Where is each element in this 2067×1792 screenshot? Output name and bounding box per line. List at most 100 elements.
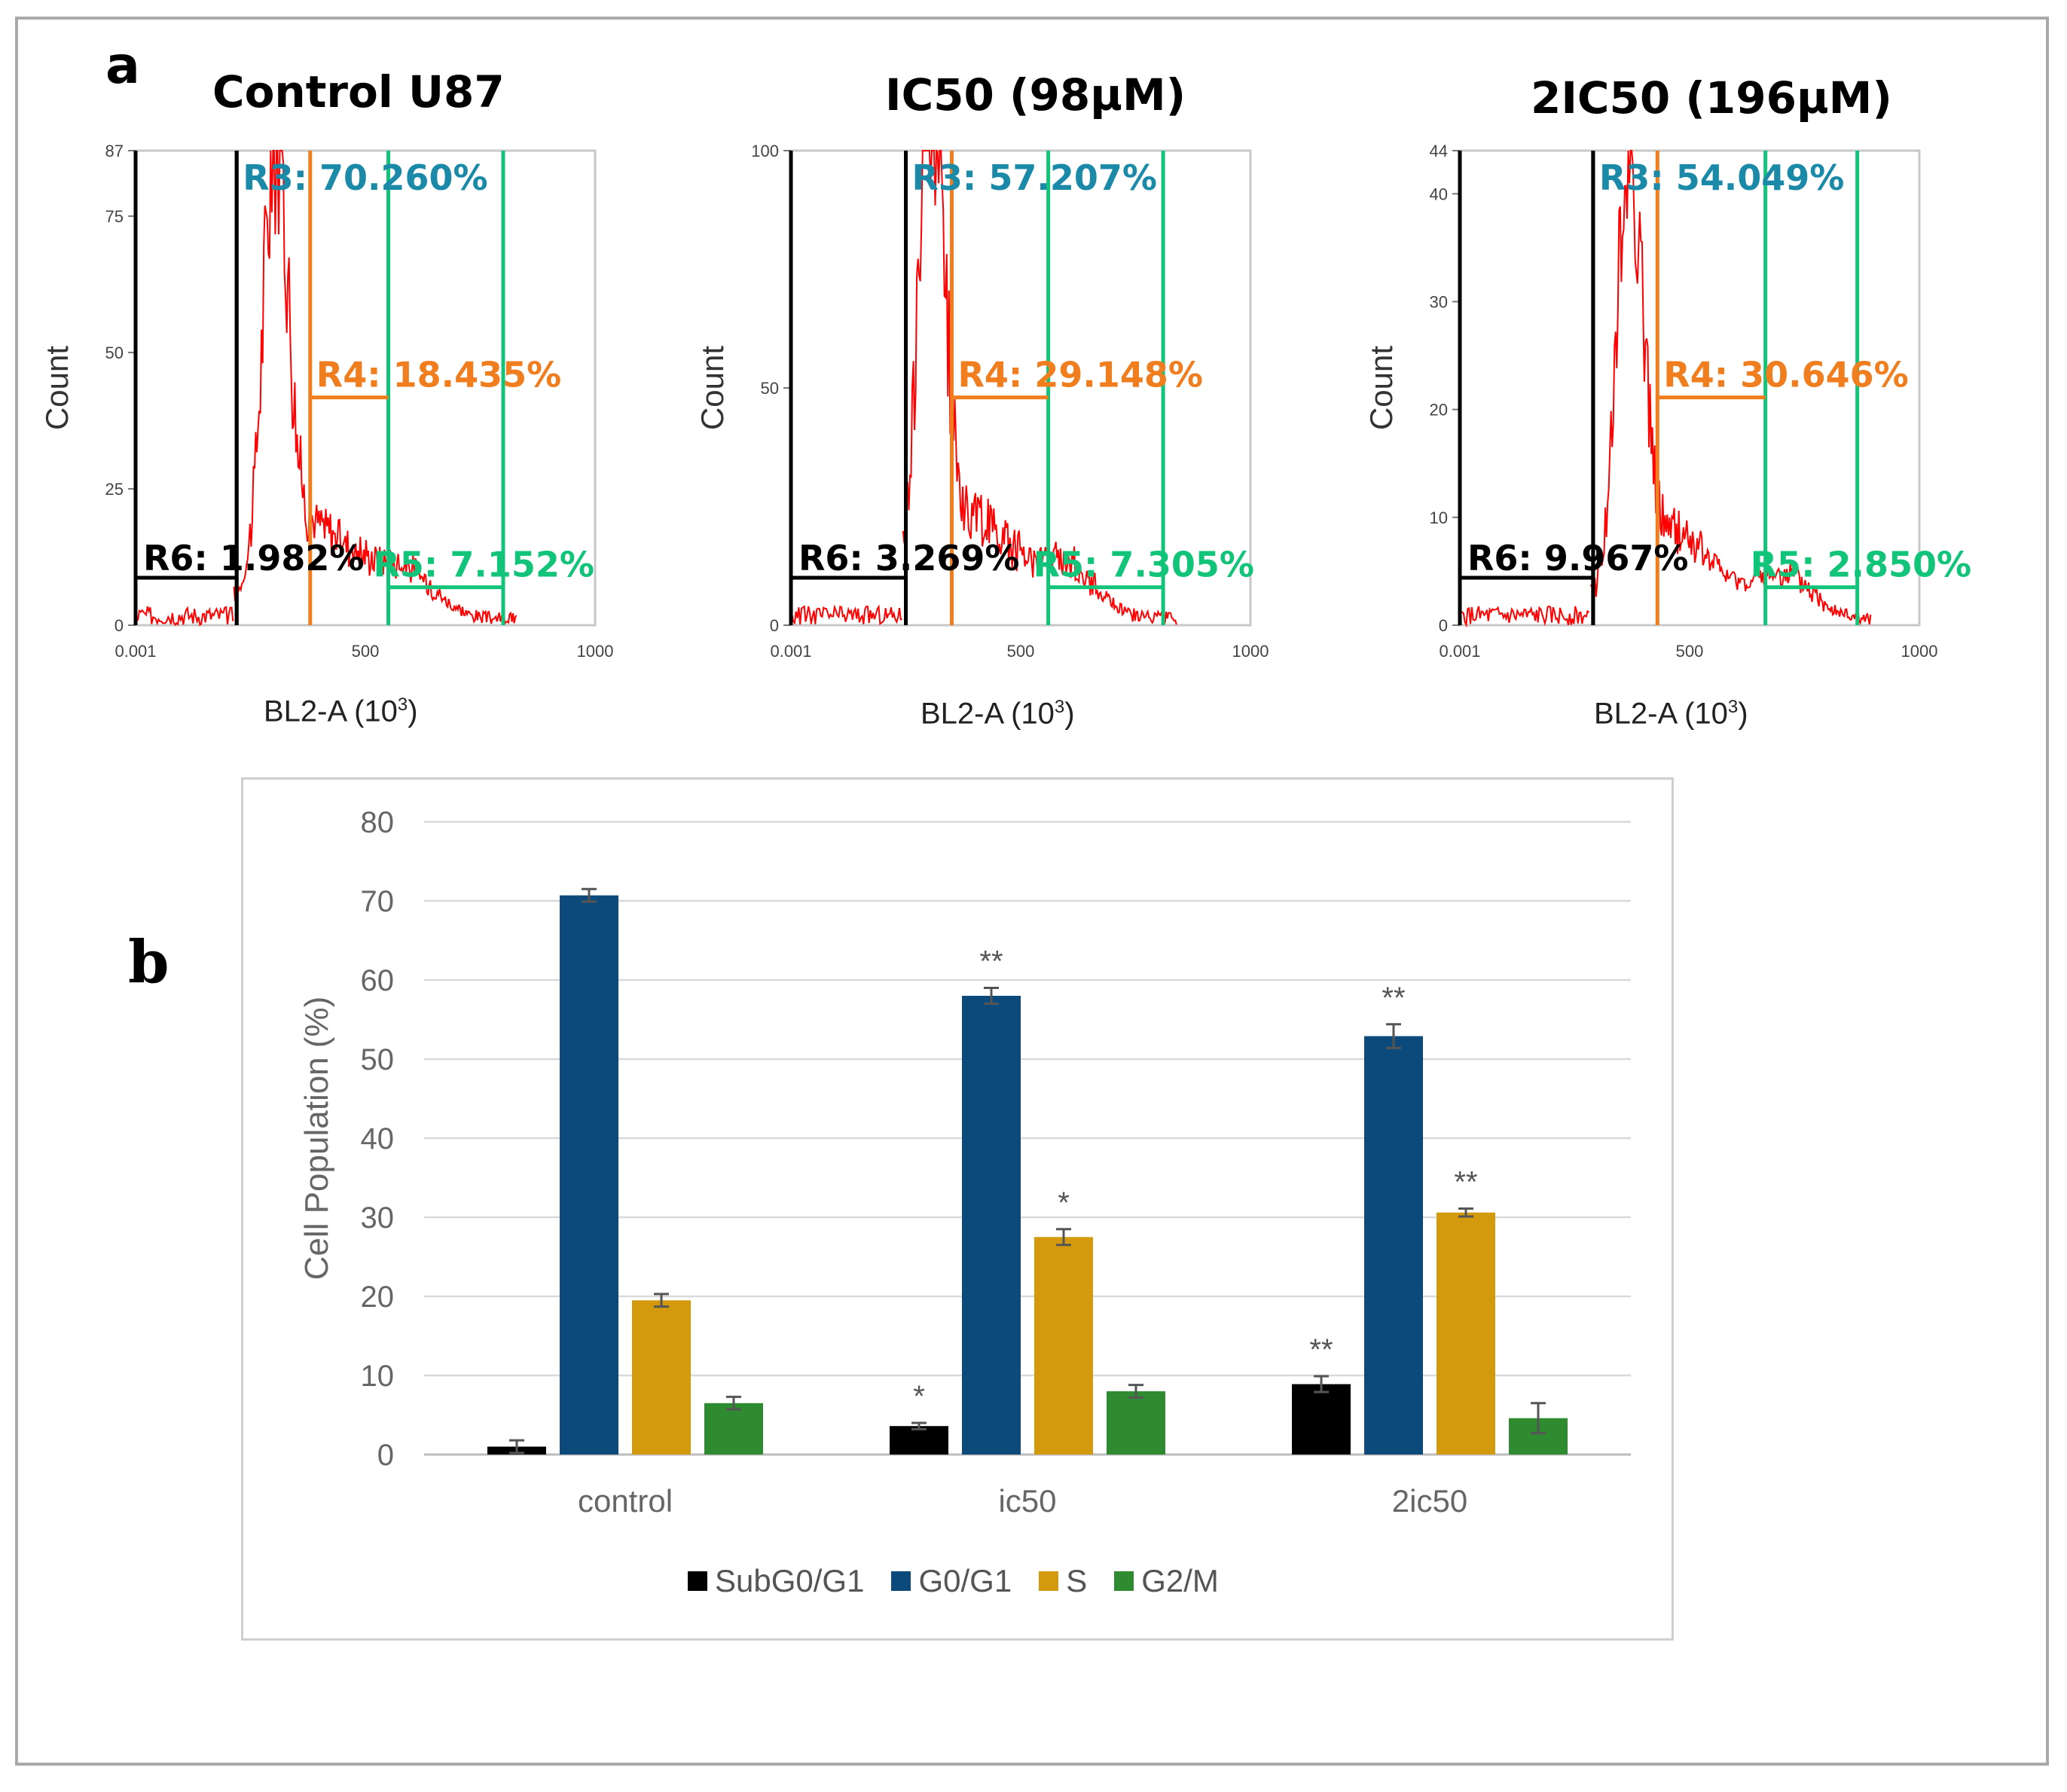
legend-label: G0/G1 (918, 1563, 1012, 1598)
histogram-1-ylabel: Count (39, 346, 75, 430)
histogram-3-gate-r5-label: R5: 2.850% (1751, 545, 1971, 585)
histogram-2-xtick-label: 500 (1007, 642, 1035, 661)
legend-item: G2/M (1114, 1563, 1219, 1599)
histogram-2-xtick-label: 0.001 (770, 642, 811, 661)
bar-chart-ytick-label: 80 (361, 806, 395, 839)
histogram-1-xunit-base: 10 (364, 695, 398, 728)
histogram-3-ylabel: Count (1363, 346, 1399, 430)
histogram-3-xtick-label: 1000 (1901, 642, 1938, 661)
bar-ic50-g0g1 (962, 996, 1021, 1455)
bar-chart-ytick-label: 60 (361, 964, 395, 997)
bar-chart-ytick-label: 40 (361, 1122, 395, 1155)
histogram-3-xtick-label: 500 (1676, 642, 1704, 661)
bar-chart-box: 0 10 20 30 40 50 60 70 80 Cell Population (%) cont… (241, 777, 1674, 1641)
legend-label: S (1066, 1563, 1088, 1598)
legend-item: S (1039, 1563, 1087, 1599)
histogram-2: 0 50 100 0.001 500 1000 Count R3: 57.207% R4: 29… (695, 142, 1269, 661)
histogram-1-ytick-label: 75 (105, 207, 124, 226)
significance-marker: * (913, 1380, 925, 1413)
legend-label: G2/M (1141, 1563, 1219, 1598)
histogram-3-xlabel-text: BL2-A (1594, 697, 1676, 731)
histogram-1-xtick-label: 500 (352, 642, 380, 661)
histogram-3-trace-subg1 (1461, 605, 1590, 628)
legend-swatch (688, 1571, 707, 1591)
histogram-3-ytick-label: 0 (1439, 616, 1448, 635)
histogram-1-xunit-exp: 3 (397, 695, 408, 715)
histogram-1-ytick-label: 0 (114, 616, 124, 635)
histogram-3-xlabel: BL2-A (103) (1594, 697, 1748, 731)
histogram-1-title: Control U87 (212, 66, 505, 118)
histogram-1-xtick-label: 0.001 (114, 642, 156, 661)
histogram-3-ytick-label: 40 (1430, 185, 1448, 203)
histogram-3-xunit-exp: 3 (1727, 697, 1739, 717)
histogram-2-trace (902, 149, 1177, 625)
legend-item: G0/G1 (891, 1563, 1012, 1599)
histogram-2-gate-r4-label: R4: 29.148% (958, 355, 1203, 395)
bar-chart-ytick-label: 10 (361, 1360, 395, 1393)
significance-marker: * (1058, 1186, 1070, 1220)
legend-swatch (891, 1571, 911, 1591)
bar-chart-ytick-label: 30 (361, 1201, 395, 1235)
legend-swatch (1114, 1571, 1134, 1591)
figure-frame (15, 17, 2049, 1766)
legend-label: SubG0/G1 (715, 1563, 865, 1598)
histogram-2-xtick-label: 1000 (1232, 642, 1269, 661)
significance-marker: ** (1309, 1333, 1333, 1366)
histogram-3-ytick-label: 44 (1430, 142, 1448, 160)
histogram-2-xlabel: BL2-A (103) (921, 697, 1075, 731)
bar-chart-legend: SubG0/G1 G0/G1 S G2/M (688, 1563, 1246, 1599)
histogram-3-trace (1589, 150, 1872, 626)
panel-label-a: a (105, 36, 140, 96)
histogram-2-gate-r3-label: R3: 57.207% (912, 157, 1157, 198)
bar-2ic50-g0g1 (1364, 1036, 1423, 1455)
bar-chart-ytick-label: 70 (361, 885, 395, 918)
bar-control-g0g1 (560, 895, 618, 1455)
histogram-1-gate-r6-label: R6: 1.982% (143, 538, 364, 579)
histogram-3-xunit-base: 10 (1694, 697, 1728, 731)
legend-swatch (1039, 1571, 1059, 1591)
bar-chart-ytick-label: 50 (361, 1043, 395, 1076)
legend-item: SubG0/G1 (688, 1563, 864, 1599)
bar-chart-ytick-label: 0 (377, 1439, 394, 1472)
histogram-3-ytick-label: 30 (1430, 292, 1448, 311)
bar-chart-category-label: ic50 (998, 1483, 1056, 1519)
histogram-1-gate-r5-label: R5: 7.152% (374, 545, 594, 585)
histogram-1-ytick-label: 25 (105, 480, 124, 499)
histogram-2-title: IC50 (98µM) (885, 69, 1186, 121)
histogram-2-gate-r5-label: R5: 7.305% (1034, 545, 1254, 585)
histogram-1-xtick-label: 1000 (577, 642, 614, 661)
significance-marker: ** (979, 945, 1003, 978)
bar-ic50-g2m (1107, 1391, 1165, 1455)
bar-chart-category-label: control (578, 1483, 673, 1519)
bar-2ic50-subg0g1 (1292, 1384, 1351, 1455)
histogram-3-gate-r6-label: R6: 9.967% (1467, 538, 1688, 579)
bar-control-g2m (704, 1403, 763, 1455)
histogram-3-xtick-label: 0.001 (1439, 642, 1480, 661)
bar-chart-ytick-label: 20 (361, 1281, 395, 1314)
histogram-2-xlabel-text: BL2-A (921, 697, 1003, 731)
histogram-1-trace-subg1 (136, 606, 234, 627)
bar-chart: 0 10 20 30 40 50 60 70 80 Cell Population (%) cont… (298, 806, 1631, 1519)
histogram-3-title: 2IC50 (196µM) (1531, 72, 1892, 124)
histogram-2-ytick-label: 50 (761, 379, 779, 398)
histogram-3-ytick-label: 10 (1430, 508, 1448, 527)
histogram-2-ytick-label: 0 (770, 616, 779, 635)
histogram-1: 0 25 50 75 87 0.001 500 1000 Count R3: 70.260% R4:… (39, 142, 614, 661)
histogram-2-trace-subg1 (791, 604, 902, 625)
histogram-1-ytick-label: 87 (105, 142, 124, 160)
histogram-1-xlabel: BL2-A (103) (264, 695, 418, 728)
bar-chart-ylabel: Cell Population (%) (298, 997, 335, 1281)
histogram-2-xunit-base: 10 (1021, 697, 1055, 731)
panel-label-b: b (128, 928, 169, 997)
histogram-2-ylabel: Count (695, 346, 730, 430)
histogram-3: 0 10 20 30 40 44 0.001 500 1000 Count R3: 54.049% R… (1363, 142, 1971, 661)
significance-marker: ** (1454, 1165, 1477, 1198)
histogram-1-trace (233, 150, 518, 626)
bar-control-s (632, 1300, 691, 1455)
histogram-1-gate-r3-label: R3: 70.260% (243, 157, 487, 198)
histogram-1-xlabel-text: BL2-A (264, 695, 346, 728)
bar-chart-category-label: 2ic50 (1392, 1483, 1467, 1519)
bar-2ic50-s (1437, 1212, 1495, 1455)
histogram-1-ytick-label: 50 (105, 343, 124, 362)
